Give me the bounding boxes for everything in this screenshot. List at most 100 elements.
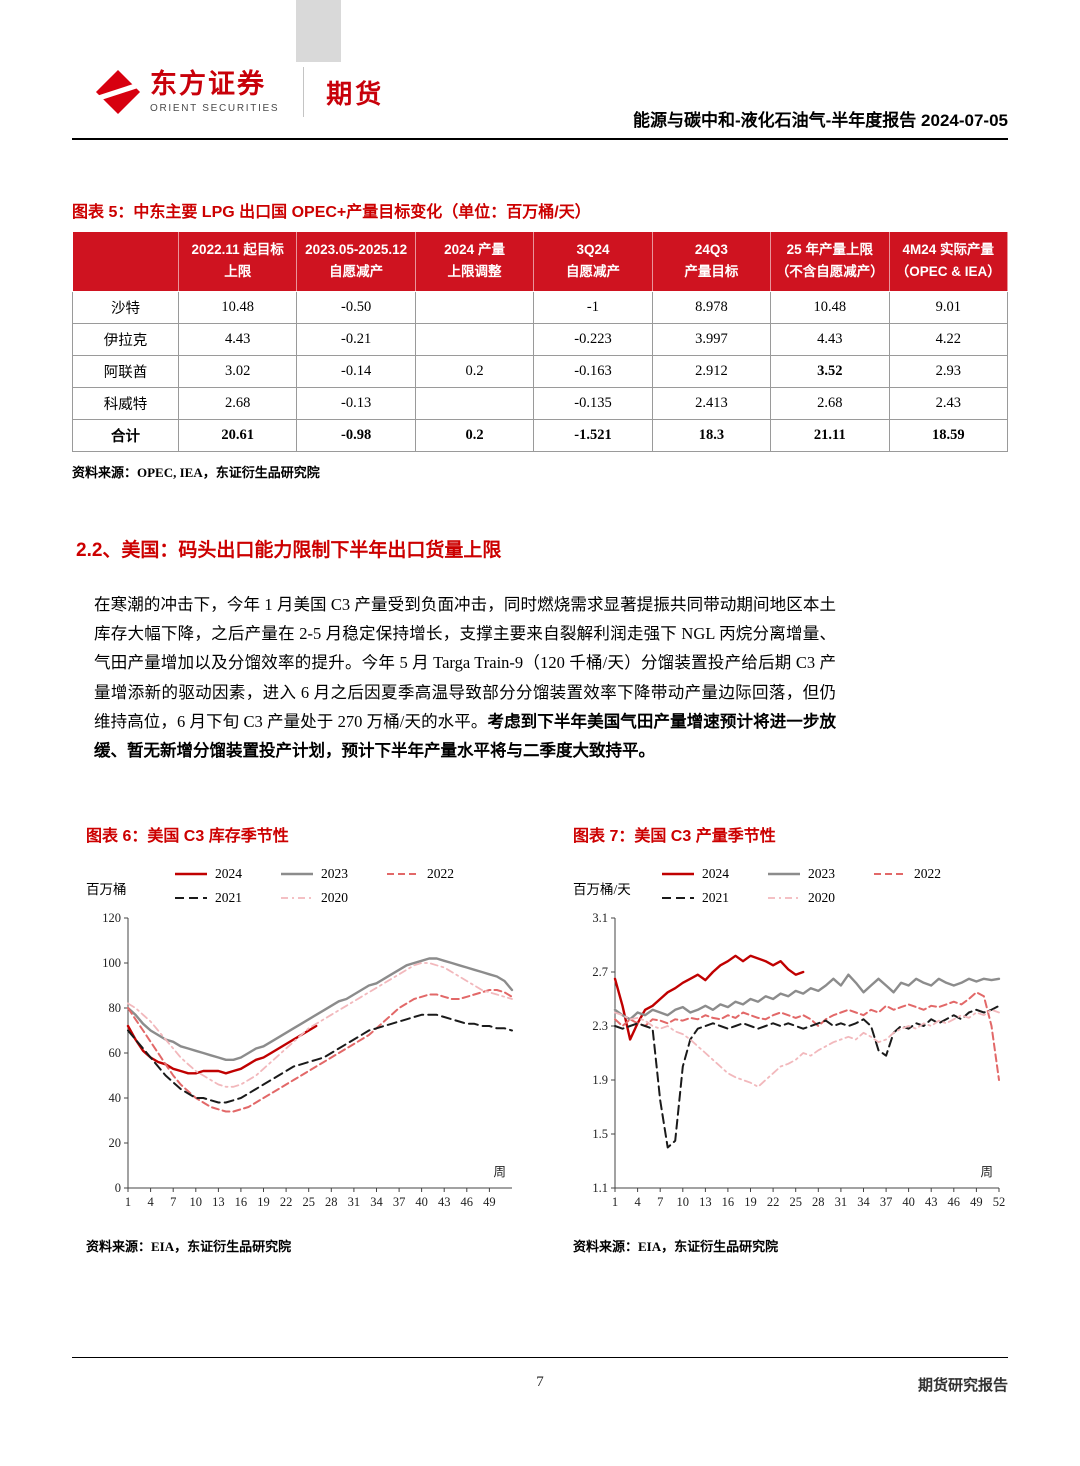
fig6-y-axis-unit: 百万桶 — [86, 881, 127, 897]
fig6-line-chart: 0 20 40 60 80 100 120 1 4 7 10 13 16 19 22 25 28 31 34 37 40… — [86, 908, 521, 1220]
svg-text:7: 7 — [170, 1195, 176, 1209]
fig7-legend: 2024 2023 2022 2021 2020 — [661, 866, 991, 906]
svg-text:80: 80 — [109, 1001, 122, 1015]
svg-text:40: 40 — [902, 1195, 915, 1209]
table-header-cell — [72, 231, 179, 292]
legend-label: 2024 — [215, 865, 242, 881]
legend-item-2024: 2024 — [661, 866, 767, 882]
svg-text:16: 16 — [235, 1195, 248, 1209]
svg-text:37: 37 — [393, 1195, 406, 1209]
svg-text:3.1: 3.1 — [592, 911, 608, 925]
logo-chinese-name: 东方证券 — [150, 69, 266, 100]
legend-label: 2023 — [808, 865, 835, 881]
svg-text:22: 22 — [280, 1195, 293, 1209]
legend-line-sample — [662, 872, 694, 875]
svg-text:28: 28 — [325, 1195, 338, 1209]
svg-text:40: 40 — [109, 1091, 122, 1105]
line-chart-svg: 0 20 40 60 80 100 120 1 4 7 10 13 16 19 22 25 28 31 34 37 40… — [102, 911, 514, 1209]
legend-line-sample — [768, 872, 800, 875]
legend-line-sample — [874, 872, 906, 875]
svg-text:60: 60 — [109, 1046, 122, 1060]
header-rule — [72, 138, 1008, 140]
table-row: 科威特 2.68 -0.13 -0.135 2.413 2.68 2.43 — [72, 386, 1009, 420]
svg-text:31: 31 — [835, 1195, 848, 1209]
header-logo-row: 东方证券 ORIENT SECURITIES 期货 — [95, 62, 384, 122]
legend-item-2021: 2021 — [174, 890, 280, 906]
svg-text:37: 37 — [880, 1195, 893, 1209]
table-cell: 18.3 — [651, 418, 772, 452]
svg-text:13: 13 — [699, 1195, 712, 1209]
figure7-source: 资料来源：EIA，东证衍生品研究院 — [573, 1238, 779, 1254]
table-cell: 4.43 — [770, 322, 890, 356]
svg-text:7: 7 — [657, 1195, 663, 1209]
legend-line-sample — [281, 896, 313, 899]
table-cell: -0.223 — [533, 322, 653, 356]
fig7-y-axis-unit: 百万桶/天 — [573, 881, 631, 897]
table-cell: 18.59 — [888, 418, 1009, 452]
svg-text:40: 40 — [415, 1195, 428, 1209]
table-cell: -1.521 — [533, 418, 653, 452]
table-row: 沙特 10.48 -0.50 -1 8.978 10.48 9.01 — [72, 290, 1009, 324]
svg-text:25: 25 — [302, 1195, 315, 1209]
fig7-line-chart: 1.1 1.5 1.9 2.3 2.7 3.1 1 4 7 10 13 16 19 22 25 28 31 34 3… — [573, 908, 1008, 1220]
table-cell: 2.93 — [888, 354, 1009, 388]
legend-line-sample — [281, 872, 313, 875]
table-cell: 0.2 — [414, 418, 535, 452]
table-cell: 9.01 — [888, 290, 1009, 324]
page-number: 7 — [536, 1374, 544, 1390]
svg-text:46: 46 — [461, 1195, 474, 1209]
logo-text: 东方证券 ORIENT SECURITIES — [150, 69, 279, 113]
figure6-title: 图表 6：美国 C3 库存季节性 — [86, 827, 289, 845]
table-cell: -0.98 — [296, 418, 416, 452]
legend-item-2023: 2023 — [280, 866, 386, 882]
svg-text:19: 19 — [257, 1195, 270, 1209]
legend-item-2022: 2022 — [873, 866, 979, 882]
header-divider — [303, 67, 305, 117]
legend-label: 2024 — [702, 865, 729, 881]
table-cell: 4.43 — [177, 322, 298, 356]
table-cell: 4.22 — [888, 322, 1009, 356]
table-header: 2022.11 起目标 上限 2023.05-2025.12 自愿减产 2024 产量上… — [72, 231, 1009, 292]
line-chart-svg: 1.1 1.5 1.9 2.3 2.7 3.1 1 4 7 10 13 16 19 22 25 28 31 34 3… — [592, 911, 1006, 1209]
svg-text:2.7: 2.7 — [592, 965, 608, 979]
svg-text:100: 100 — [102, 956, 121, 970]
table-row: 阿联酋 3.02 -0.14 0.2 -0.163 2.912 3.52 2.93 — [72, 354, 1009, 388]
svg-text:1.9: 1.9 — [592, 1073, 608, 1087]
footer-rule — [72, 1357, 1008, 1358]
svg-text:20: 20 — [109, 1136, 122, 1150]
table-cell: 10.48 — [177, 290, 298, 324]
legend-label: 2020 — [808, 889, 835, 905]
svg-text:13: 13 — [212, 1195, 225, 1209]
legend-label: 2020 — [321, 889, 348, 905]
svg-text:120: 120 — [102, 911, 121, 925]
report-title: 能源与碳中和-液化石油气-半年度报告 2024-07-05 — [632, 111, 1008, 130]
table-header-cell: 25 年产量上限 （不含自愿减产） — [770, 231, 890, 292]
table-header-cell: 2024 产量 上限调整 — [414, 231, 535, 292]
figure7-block: 图表 7：美国 C3 产量季节性 百万桶/天 2024 2023 2022 2021 2… — [559, 822, 1008, 1255]
legend-label: 2022 — [914, 865, 941, 881]
fig6-chart-head: 百万桶 2024 2023 2022 2021 2020 — [86, 866, 521, 906]
svg-text:52: 52 — [993, 1195, 1006, 1209]
legend-item-2021: 2021 — [661, 890, 767, 906]
table-cell: 2.912 — [651, 354, 772, 388]
opec-production-table: 2022.11 起目标 上限 2023.05-2025.12 自愿减产 2024 产量上… — [72, 231, 1009, 452]
legend-label: 2021 — [702, 889, 729, 905]
table-cell: 3.52 — [770, 354, 890, 388]
table-cell: 8.978 — [651, 290, 772, 324]
figure6-source: 资料来源：EIA，东证衍生品研究院 — [86, 1238, 292, 1254]
svg-text:28: 28 — [812, 1195, 825, 1209]
table-header-cell: 4M24 实际产量 （OPEC & IEA） — [888, 231, 1009, 292]
table-row: 合计 20.61 -0.98 0.2 -1.521 18.3 21.11 18.59 — [72, 418, 1009, 452]
table-header-cell: 2022.11 起目标 上限 — [177, 231, 298, 292]
table-cell: 2.68 — [770, 386, 890, 420]
legend-item-2022: 2022 — [386, 866, 492, 882]
body-paragraph: 在寒潮的冲击下，今年 1 月美国 C3 产量受到负面冲击，同时燃烧需求显著提振共… — [94, 590, 836, 766]
charts-row: 图表 6：美国 C3 库存季节性 百万桶 2024 2023 2022 2021 202… — [72, 822, 1008, 1255]
table-cell: 3.02 — [177, 354, 298, 388]
svg-text:4: 4 — [147, 1195, 154, 1209]
svg-text:34: 34 — [857, 1195, 870, 1209]
fig6-legend: 2024 2023 2022 2021 2020 — [174, 866, 504, 906]
legend-label: 2022 — [427, 865, 454, 881]
table-cell: -0.21 — [296, 322, 416, 356]
